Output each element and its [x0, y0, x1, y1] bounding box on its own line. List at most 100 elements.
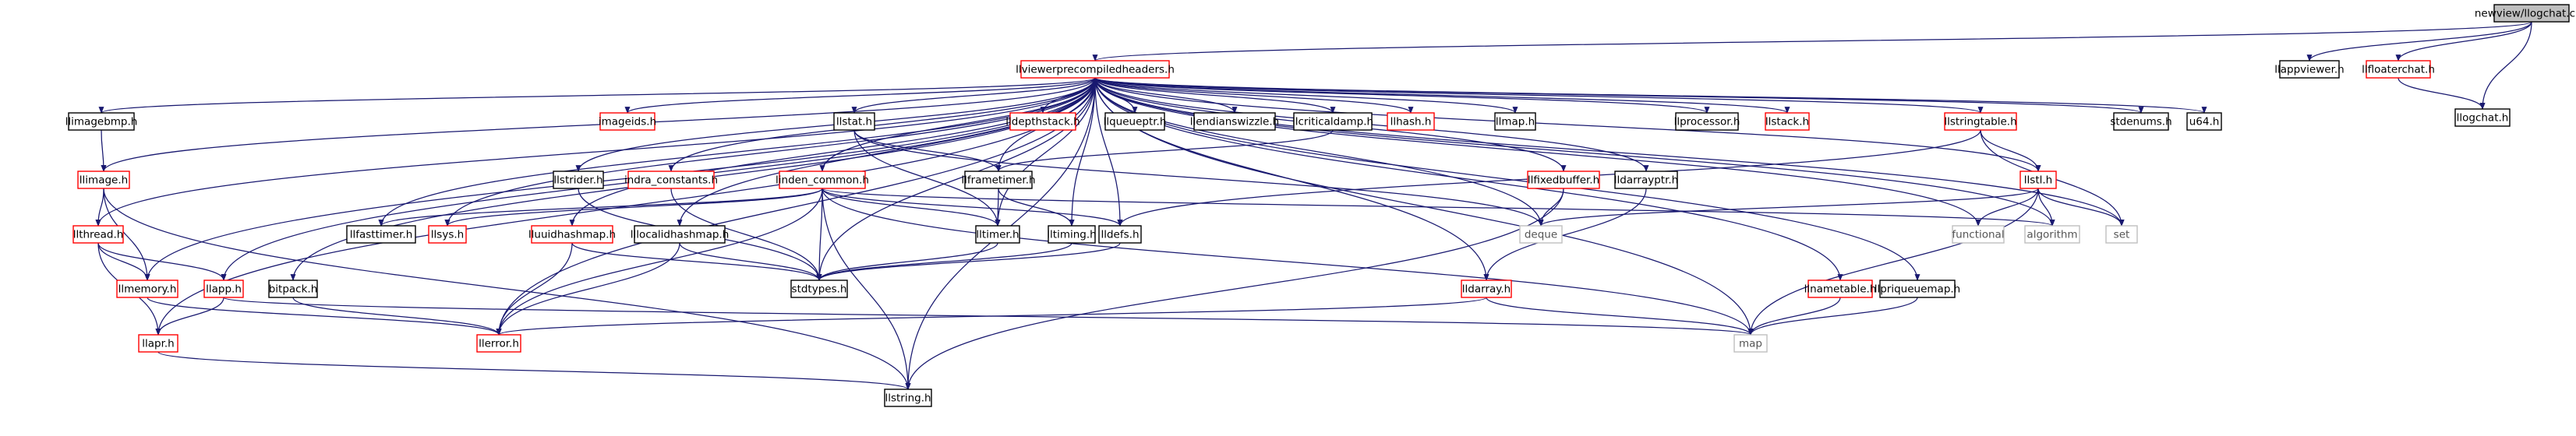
node-llstring-h[interactable]: llstring.h: [884, 389, 932, 407]
edge-llstl_h-to-map: [1747, 188, 2039, 336]
node-stdtypes-h[interactable]: stdtypes.h: [790, 280, 848, 298]
node-llstack-h[interactable]: llstack.h: [1765, 112, 1810, 131]
node-llmemory-h[interactable]: llmemory.h: [116, 280, 178, 298]
node-llendianswizzle-h[interactable]: llendianswizzle.h: [1190, 112, 1279, 131]
node-box: [1944, 112, 2017, 131]
edge-llframetimer_h-to-lltiming_h: [998, 188, 1075, 227]
node-label: set: [2114, 229, 2130, 241]
node-indra-constants-h[interactable]: indra_constants.h: [624, 171, 718, 189]
edge-llmemory_h-to-llerror_h: [147, 297, 502, 336]
node-u64-h[interactable]: u64.h: [2186, 112, 2222, 131]
edge-lldarrayptr_h-to-lldarray_h: [1483, 188, 1647, 281]
edge-llapr_h-to-llstring_h: [157, 351, 911, 390]
edge-indra_common_h-to-algorithm: [822, 188, 2055, 227]
node-label: llpriqueuemap.h: [1875, 283, 1961, 296]
node-lluuidhashmap-h[interactable]: lluuidhashmap.h: [528, 225, 616, 244]
node-llhash-h[interactable]: llhash.h: [1387, 112, 1435, 131]
node-box: [428, 225, 467, 244]
node-llapr-h[interactable]: llapr.h: [138, 334, 178, 353]
node-box: [1614, 171, 1678, 189]
edge-llimage_h-to-llmemory_h: [103, 188, 150, 281]
node-llerror-h[interactable]: llerror.h: [476, 334, 521, 353]
node-llframetimer-h[interactable]: llframetimer.h: [961, 171, 1036, 189]
node-lltimer-h[interactable]: lltimer.h: [975, 225, 1020, 244]
node-map: map: [1733, 334, 1768, 353]
edge-llstl_h-to-deque: [1538, 188, 2039, 227]
node-llimagebmp-h[interactable]: llimagebmp.h: [65, 112, 138, 131]
node-llstl-h[interactable]: llstl.h: [2019, 171, 2057, 189]
edge-llthread_h-to-llmemory_h: [97, 242, 150, 281]
node-label: lluuidhashmap.h: [528, 229, 616, 241]
node-lldepthstack-h[interactable]: lldepthstack.h: [1005, 112, 1080, 131]
node-llapp-h[interactable]: llapp.h: [203, 280, 244, 298]
node-box: [1765, 112, 1810, 131]
node-lldarray-h[interactable]: lldarray.h: [1461, 280, 1512, 298]
edge-llstat_h-to-deque: [853, 129, 1544, 227]
node-label: llnametable.h: [1804, 283, 1877, 296]
edge-llapp_h-to-llapr_h: [155, 297, 224, 336]
node-label: llmemory.h: [118, 283, 177, 296]
node-llsys-h[interactable]: llsys.h: [428, 225, 467, 244]
edge-lldarray_h-to-llerror_h: [496, 297, 1487, 336]
node-box: [2279, 60, 2340, 79]
edge-llviewerprecompiledheaders_h-to-llstat_h: [851, 77, 1096, 114]
node-lltiming-h[interactable]: lltiming.h: [1047, 225, 1097, 244]
edge-llviewerprecompiledheaders_h-to-stdtypes_h: [816, 77, 1096, 281]
node-imageids-h[interactable]: imageids.h: [599, 112, 656, 131]
edge-llviewerprecompiledheaders_h-to-deque: [1094, 77, 1544, 227]
node-label: llmap.h: [1496, 116, 1535, 128]
node-label: deque: [1525, 229, 1557, 241]
edge-llstat_h-to-lltimer_h: [853, 129, 1001, 227]
node-box: [1879, 280, 1956, 298]
node-llnametable-h[interactable]: llnametable.h: [1804, 280, 1877, 298]
node-llmap-h[interactable]: llmap.h: [1494, 112, 1536, 131]
node-llstringtable-h[interactable]: llstringtable.h: [1944, 112, 2017, 131]
node-llstat-h[interactable]: llstat.h: [833, 112, 875, 131]
node-llprocessor-h[interactable]: llprocessor.h: [1674, 112, 1740, 131]
edge-lldefs_h-to-stdtypes_h: [816, 242, 1121, 281]
node-llpriqueuemap-h[interactable]: llpriqueuemap.h: [1875, 280, 1961, 298]
node-llfasttimer-h[interactable]: llfasttimer.h: [346, 225, 416, 244]
node-box: [1494, 112, 1536, 131]
node-llcriticaldamp-h[interactable]: llcriticaldamp.h: [1292, 112, 1373, 131]
node-llappviewer-h[interactable]: llappviewer.h: [2274, 60, 2345, 79]
node-llstrider-h[interactable]: llstrider.h: [553, 171, 604, 189]
node-lllocalidhashmap-h[interactable]: lllocalidhashmap.h: [631, 225, 730, 244]
node-llviewerprecompiledheaders-h[interactable]: llviewerprecompiledheaders.h: [1016, 60, 1175, 79]
node-llqueueptr-h[interactable]: llqueueptr.h: [1104, 112, 1167, 131]
node-label: llviewerprecompiledheaders.h: [1016, 64, 1175, 76]
node-llthread-h[interactable]: llthread.h: [72, 225, 124, 244]
node-box: [2024, 225, 2080, 244]
node-lldarrayptr-h[interactable]: lldarrayptr.h: [1614, 171, 1679, 189]
edge-llimage_h-to-llstring_h: [103, 188, 911, 390]
edge-llviewerprecompiledheaders_h-to-indra_constants_h: [668, 77, 1096, 172]
edge-llviewerprecompiledheaders_h-to-u64_h: [1094, 77, 2207, 114]
node-llimage-h[interactable]: llimage.h: [77, 171, 130, 189]
node-llogchat-h[interactable]: llogchat.h: [2454, 108, 2511, 127]
edge-llfloaterchat_h-to-llogchat_h: [2398, 77, 2486, 110]
node-newview-llogchat-cpp[interactable]: newview/llogchat.cpp: [2475, 4, 2576, 23]
node-label: llapp.h: [206, 283, 242, 296]
node-label: indra_constants.h: [624, 174, 718, 187]
node-box: [1009, 112, 1076, 131]
node-box: [975, 225, 1020, 244]
node-box: [634, 225, 726, 244]
node-stdenums-h[interactable]: stdenums.h: [2110, 112, 2172, 131]
node-label: stdenums.h: [2110, 116, 2171, 128]
node-lldefs-h[interactable]: lldefs.h: [1098, 225, 1142, 244]
edge-newview_llogchat_cpp-to-llogchat_h: [2479, 21, 2532, 110]
edge-lltimer_h-to-stdtypes_h: [816, 242, 998, 281]
node-indra-common-h[interactable]: linden_common.h: [776, 171, 869, 189]
node-box: [68, 112, 135, 131]
node-label: llerror.h: [479, 338, 519, 350]
node-box: [116, 280, 178, 298]
node-llfloaterchat-h[interactable]: llfloaterchat.h: [2362, 60, 2435, 79]
edge-llviewerprecompiledheaders_h-to-functional: [1094, 77, 1981, 227]
node-box: [346, 225, 416, 244]
edge-llviewerprecompiledheaders_h-to-llendianswizzle_h: [1094, 77, 1238, 114]
edge-llstl_h-to-algorithm: [2037, 188, 2055, 227]
node-bitpack-h[interactable]: bitpack.h: [268, 280, 318, 298]
node-llfixedbuffer-h[interactable]: llfixedbuffer.h: [1527, 171, 1600, 189]
edge-indra_common_h-to-stdtypes_h: [816, 188, 823, 281]
node-box: [1098, 225, 1142, 244]
